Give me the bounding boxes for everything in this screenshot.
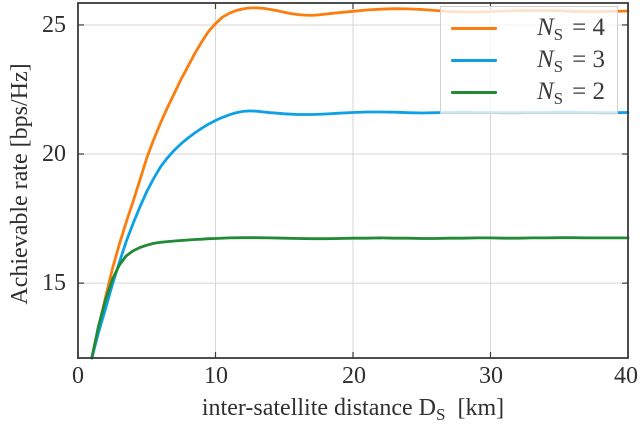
x-axis-label-text: inter-satellite distance D	[201, 395, 436, 421]
x-axis-label-subscript: S	[435, 405, 446, 424]
x-axis-label: inter-satellite distance DS [km]	[153, 392, 553, 424]
legend-label-subscript: S	[553, 89, 564, 108]
legend-label-value: = 2	[572, 78, 605, 105]
legend-label-variable: N	[536, 14, 554, 41]
x-tick-label-20: 20	[342, 363, 366, 389]
y-tick-label-15: 15	[42, 270, 66, 296]
y-tick-label-25: 25	[42, 12, 66, 38]
y-axis-label: Achievable rate [bps/Hz]	[7, 63, 33, 305]
legend-label-value: = 3	[572, 46, 605, 73]
legend-item-ns3: NS = 3	[451, 44, 605, 76]
legend-label: NS = 4	[497, 14, 605, 44]
legend-line-swatch-blue	[451, 58, 497, 62]
x-tick-label-0: 0	[72, 363, 84, 389]
x-tick-label-10: 10	[204, 363, 228, 389]
legend-label: NS = 3	[497, 46, 605, 76]
legend-label-value: = 4	[572, 14, 605, 41]
legend-label-variable: N	[536, 46, 554, 73]
legend-label-variable: N	[536, 78, 554, 105]
y-tick-label-20: 20	[42, 141, 66, 167]
legend-item-ns2: NS = 2	[451, 76, 605, 108]
legend-line-swatch-orange	[451, 26, 497, 30]
legend-label-subscript: S	[553, 57, 564, 76]
legend-line-swatch-green	[451, 90, 497, 94]
legend-label: NS = 2	[497, 78, 605, 108]
legend-item-ns4: NS = 4	[451, 12, 605, 44]
legend-label-subscript: S	[553, 25, 564, 44]
x-tick-label-40: 40	[614, 363, 638, 389]
x-axis-label-unit: [km]	[451, 395, 505, 421]
legend-box: NS = 4 NS = 3 NS = 2	[440, 6, 618, 114]
x-tick-label-30: 30	[479, 363, 503, 389]
